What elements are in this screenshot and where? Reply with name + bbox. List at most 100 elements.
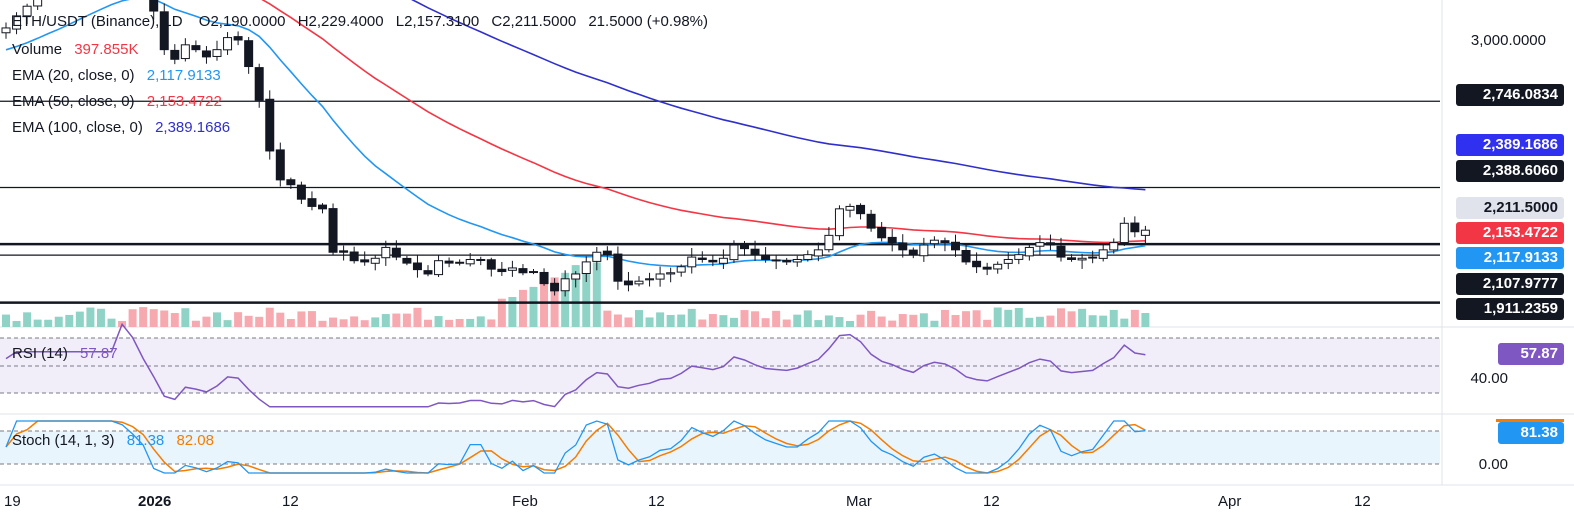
volume-bar	[793, 314, 802, 327]
candle	[613, 253, 623, 282]
volume-bar	[497, 298, 506, 327]
volume-bar	[1141, 312, 1150, 327]
candle	[423, 270, 433, 275]
candle	[180, 44, 190, 60]
stoch-label: Stoch (14, 1, 3)	[12, 432, 115, 449]
time-label-2026: 2026	[138, 493, 172, 510]
price-tag-ema20[interactable]: 2,117.9133	[1456, 247, 1564, 269]
rsi-line	[5, 322, 1146, 408]
price-tag-2107[interactable]: 2,107.9777	[1456, 273, 1564, 295]
volume-bar	[972, 310, 981, 327]
volume-bar	[571, 265, 580, 327]
candle	[1003, 258, 1013, 264]
volume-bar	[75, 311, 84, 327]
time-label-mar-12: 12	[983, 493, 1000, 510]
candle	[286, 179, 296, 186]
volume-label: Volume	[12, 41, 63, 58]
candle	[718, 257, 728, 264]
volume-bar	[223, 320, 232, 327]
volume-bar	[329, 317, 338, 327]
volume-bar	[23, 312, 32, 327]
volume-bar	[877, 316, 886, 327]
price-tag-close[interactable]: 2,211.5000	[1456, 197, 1564, 219]
volume-bar	[824, 315, 833, 327]
price-tag-2388[interactable]: 2,388.6060	[1456, 160, 1564, 182]
volume-bar	[561, 272, 570, 327]
volume-bar	[1035, 316, 1044, 327]
candle	[792, 258, 802, 263]
candle	[1035, 242, 1045, 247]
volume-bar	[276, 312, 285, 327]
price-tag-ema100[interactable]: 2,389.1686	[1456, 134, 1564, 156]
volume-bar	[983, 319, 992, 327]
volume-bar	[751, 311, 760, 327]
candle	[381, 246, 391, 259]
candle	[370, 257, 380, 264]
price-tag-ema50[interactable]: 2,153.4722	[1456, 222, 1564, 244]
candle	[761, 254, 771, 260]
volume-bar	[139, 307, 148, 327]
candle	[507, 267, 517, 271]
volume-bar	[603, 310, 612, 327]
volume-bar	[1130, 309, 1139, 327]
candle	[529, 271, 538, 274]
volume-bar	[413, 307, 422, 327]
volume-bar	[466, 318, 475, 327]
volume-bar	[1120, 318, 1129, 327]
ema100-line	[411, 0, 1146, 191]
volume-bar	[740, 310, 749, 327]
rsi-tick-40: 40.00	[1470, 370, 1508, 387]
candle	[940, 240, 950, 244]
candle	[877, 226, 887, 239]
volume-bar	[149, 309, 158, 327]
volume-bar	[107, 318, 116, 327]
stoch-band	[0, 431, 1440, 464]
rsi-tag[interactable]: 57.87	[1498, 343, 1564, 365]
candle	[391, 247, 401, 258]
candle	[834, 208, 844, 237]
volume-bar	[1067, 311, 1076, 327]
volume-bar	[772, 310, 781, 327]
candle	[813, 249, 823, 257]
price-tag-1911[interactable]: 1,911.2359	[1456, 298, 1564, 320]
volume-bar	[1025, 317, 1034, 327]
candle	[518, 268, 528, 274]
candle	[602, 250, 612, 256]
volume-bar	[624, 317, 633, 327]
volume-bar	[940, 309, 949, 327]
candle	[1098, 249, 1108, 259]
ema50-line	[261, 0, 1146, 244]
volume-bar	[181, 308, 190, 327]
volume-bar	[687, 308, 696, 327]
stoch-d-value: 82.08	[176, 432, 214, 449]
time-label-apr: Apr	[1218, 493, 1242, 510]
volume-bar	[286, 318, 295, 327]
candle	[623, 280, 633, 286]
volume-bar	[1099, 315, 1108, 327]
ema50-label: EMA (50, close, 0)	[12, 93, 135, 110]
candle	[1130, 222, 1140, 233]
volume-bar	[191, 320, 200, 327]
volume-bar	[856, 314, 865, 327]
candle	[645, 278, 655, 281]
candle	[571, 273, 581, 280]
candle	[339, 250, 349, 253]
volume-bar	[381, 314, 390, 327]
candle	[412, 262, 422, 271]
candle	[434, 260, 444, 276]
price-tag-2746[interactable]: 2,746.0834	[1456, 84, 1564, 106]
candle	[159, 11, 169, 51]
candle	[444, 260, 454, 264]
stoch-tag[interactable]: 81.38	[1498, 422, 1564, 444]
ema50-legend: EMA (50, close, 0) 2,153.4722	[12, 93, 222, 110]
candle	[33, 0, 43, 7]
volume-bar	[255, 316, 264, 327]
volume-bar	[782, 319, 791, 327]
volume-bar	[529, 286, 538, 327]
open-value: O2,190.0000	[198, 13, 286, 30]
volume-bar	[65, 314, 74, 327]
candle	[740, 244, 749, 250]
candle	[803, 254, 813, 260]
candle	[1067, 257, 1077, 260]
